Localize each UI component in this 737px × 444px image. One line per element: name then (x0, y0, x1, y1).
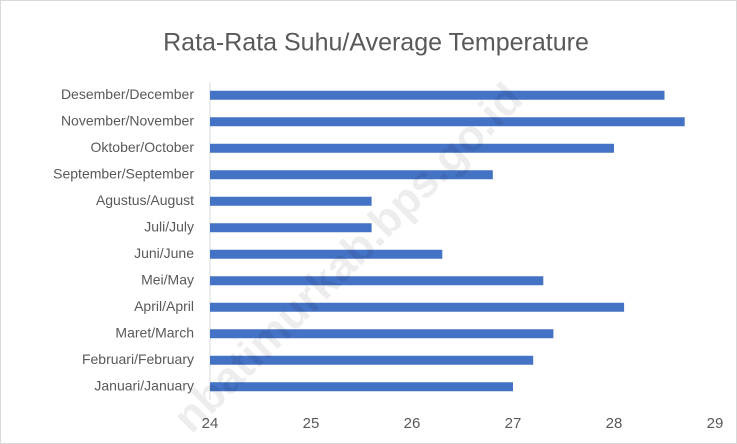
y-tick-label: Mei/May (141, 271, 194, 287)
y-tick-label: Maret/March (115, 324, 194, 340)
x-tick-label: 24 (202, 415, 219, 432)
x-tick-label: 26 (404, 415, 421, 432)
bar (210, 196, 372, 206)
y-tick-label: Februari/February (82, 351, 194, 367)
bar (210, 117, 685, 127)
bar (210, 90, 665, 100)
bar (210, 249, 443, 259)
y-tick-label: September/September (53, 165, 194, 181)
bar (210, 170, 493, 180)
y-tick-label: April/April (134, 298, 194, 314)
bar (210, 223, 372, 233)
bar (210, 302, 625, 312)
bar (210, 355, 534, 365)
y-tick-label: Agustus/August (96, 192, 194, 208)
bar (210, 329, 554, 339)
y-tick-label: Desember/December (61, 86, 194, 102)
x-tick-label: 29 (707, 415, 724, 432)
bar (210, 382, 513, 392)
x-tick-label: 28 (606, 415, 623, 432)
x-tick-label: 27 (505, 415, 522, 432)
y-tick-label: Januari/January (94, 377, 194, 393)
chart-title: Rata-Rata Suhu/Average Temperature (163, 29, 589, 57)
y-tick-label: Juni/June (134, 245, 194, 261)
y-tick-label: Oktober/October (91, 139, 195, 155)
bar (210, 143, 614, 153)
bar (210, 276, 544, 286)
x-tick-label: 25 (303, 415, 320, 432)
y-tick-label: November/November (61, 112, 194, 128)
y-tick-label: Juli/July (144, 218, 194, 234)
